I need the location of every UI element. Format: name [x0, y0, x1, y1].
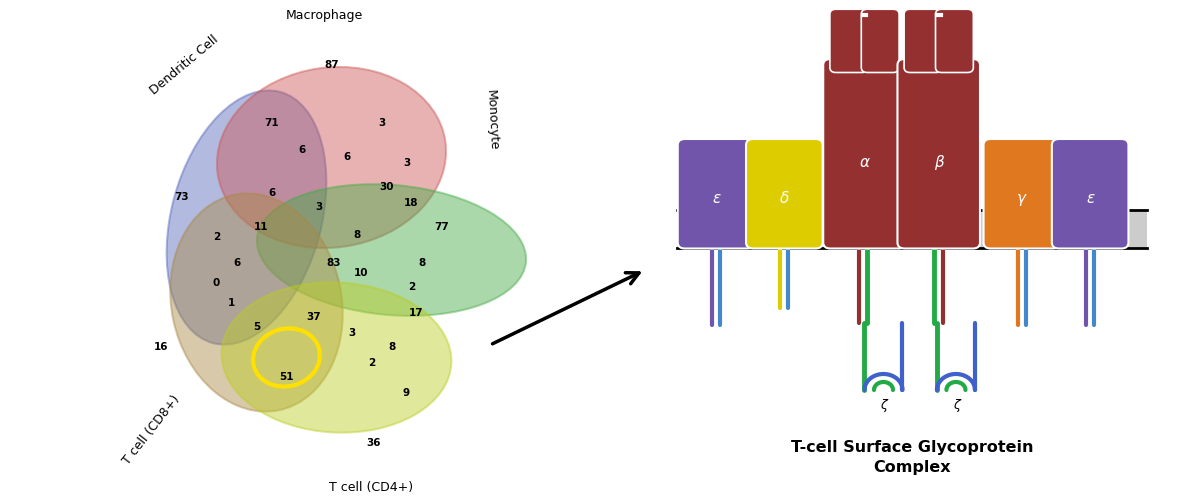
Text: 6: 6: [268, 188, 275, 198]
Text: 8: 8: [418, 258, 425, 268]
Text: α: α: [859, 155, 870, 170]
Text: 6: 6: [298, 145, 305, 155]
Text: 0: 0: [212, 278, 220, 287]
Text: 3: 3: [403, 158, 410, 168]
FancyBboxPatch shape: [862, 9, 899, 72]
Ellipse shape: [257, 184, 526, 316]
Text: 8: 8: [388, 342, 395, 352]
Text: 10: 10: [354, 268, 368, 278]
Text: 3: 3: [316, 202, 323, 212]
FancyBboxPatch shape: [936, 9, 973, 72]
Ellipse shape: [167, 90, 326, 344]
Text: T cell (CD8+): T cell (CD8+): [120, 393, 182, 467]
Bar: [678, 210, 1146, 248]
FancyBboxPatch shape: [678, 139, 755, 248]
Text: 2: 2: [408, 282, 415, 292]
Text: 6: 6: [343, 152, 350, 162]
Text: 18: 18: [404, 198, 419, 207]
Ellipse shape: [217, 67, 446, 248]
Text: T cell (CD4+): T cell (CD4+): [330, 481, 414, 494]
FancyBboxPatch shape: [904, 9, 942, 72]
Text: ε: ε: [712, 191, 720, 206]
Text: β: β: [934, 155, 943, 170]
Text: 73: 73: [174, 192, 188, 202]
Text: γ: γ: [1018, 191, 1026, 206]
FancyBboxPatch shape: [1052, 139, 1128, 248]
Text: 51: 51: [280, 372, 294, 382]
Text: ζ: ζ: [953, 400, 959, 412]
Ellipse shape: [222, 282, 451, 432]
Text: 2: 2: [212, 232, 220, 242]
Text: 11: 11: [254, 222, 269, 232]
Text: Macrophage: Macrophage: [286, 8, 362, 22]
Text: 6: 6: [233, 258, 240, 268]
Ellipse shape: [170, 194, 343, 412]
FancyBboxPatch shape: [898, 59, 980, 248]
FancyBboxPatch shape: [984, 139, 1060, 248]
Text: ε: ε: [1086, 191, 1094, 206]
FancyBboxPatch shape: [746, 139, 823, 248]
Text: 5: 5: [253, 322, 260, 332]
FancyBboxPatch shape: [823, 59, 906, 248]
Text: 71: 71: [264, 118, 278, 128]
Text: 8: 8: [353, 230, 360, 240]
FancyBboxPatch shape: [830, 9, 868, 72]
Text: 77: 77: [434, 222, 449, 232]
Text: 9: 9: [403, 388, 410, 398]
Text: 30: 30: [379, 182, 394, 192]
Text: ζ: ζ: [880, 400, 887, 412]
Text: 83: 83: [326, 258, 341, 268]
Text: 2: 2: [368, 358, 376, 368]
Text: 87: 87: [324, 60, 338, 70]
Text: Dendritic Cell: Dendritic Cell: [148, 33, 221, 97]
Text: δ: δ: [780, 191, 790, 206]
Text: T-cell Surface Glycoprotein
Complex: T-cell Surface Glycoprotein Complex: [791, 440, 1033, 475]
Text: Monocyte: Monocyte: [484, 90, 499, 150]
Text: 3: 3: [348, 328, 355, 338]
Text: 3: 3: [378, 118, 385, 128]
Text: 37: 37: [307, 312, 322, 322]
Text: 36: 36: [367, 438, 382, 448]
Text: 17: 17: [409, 308, 424, 318]
Text: 1: 1: [228, 298, 235, 308]
Text: 16: 16: [155, 342, 169, 352]
